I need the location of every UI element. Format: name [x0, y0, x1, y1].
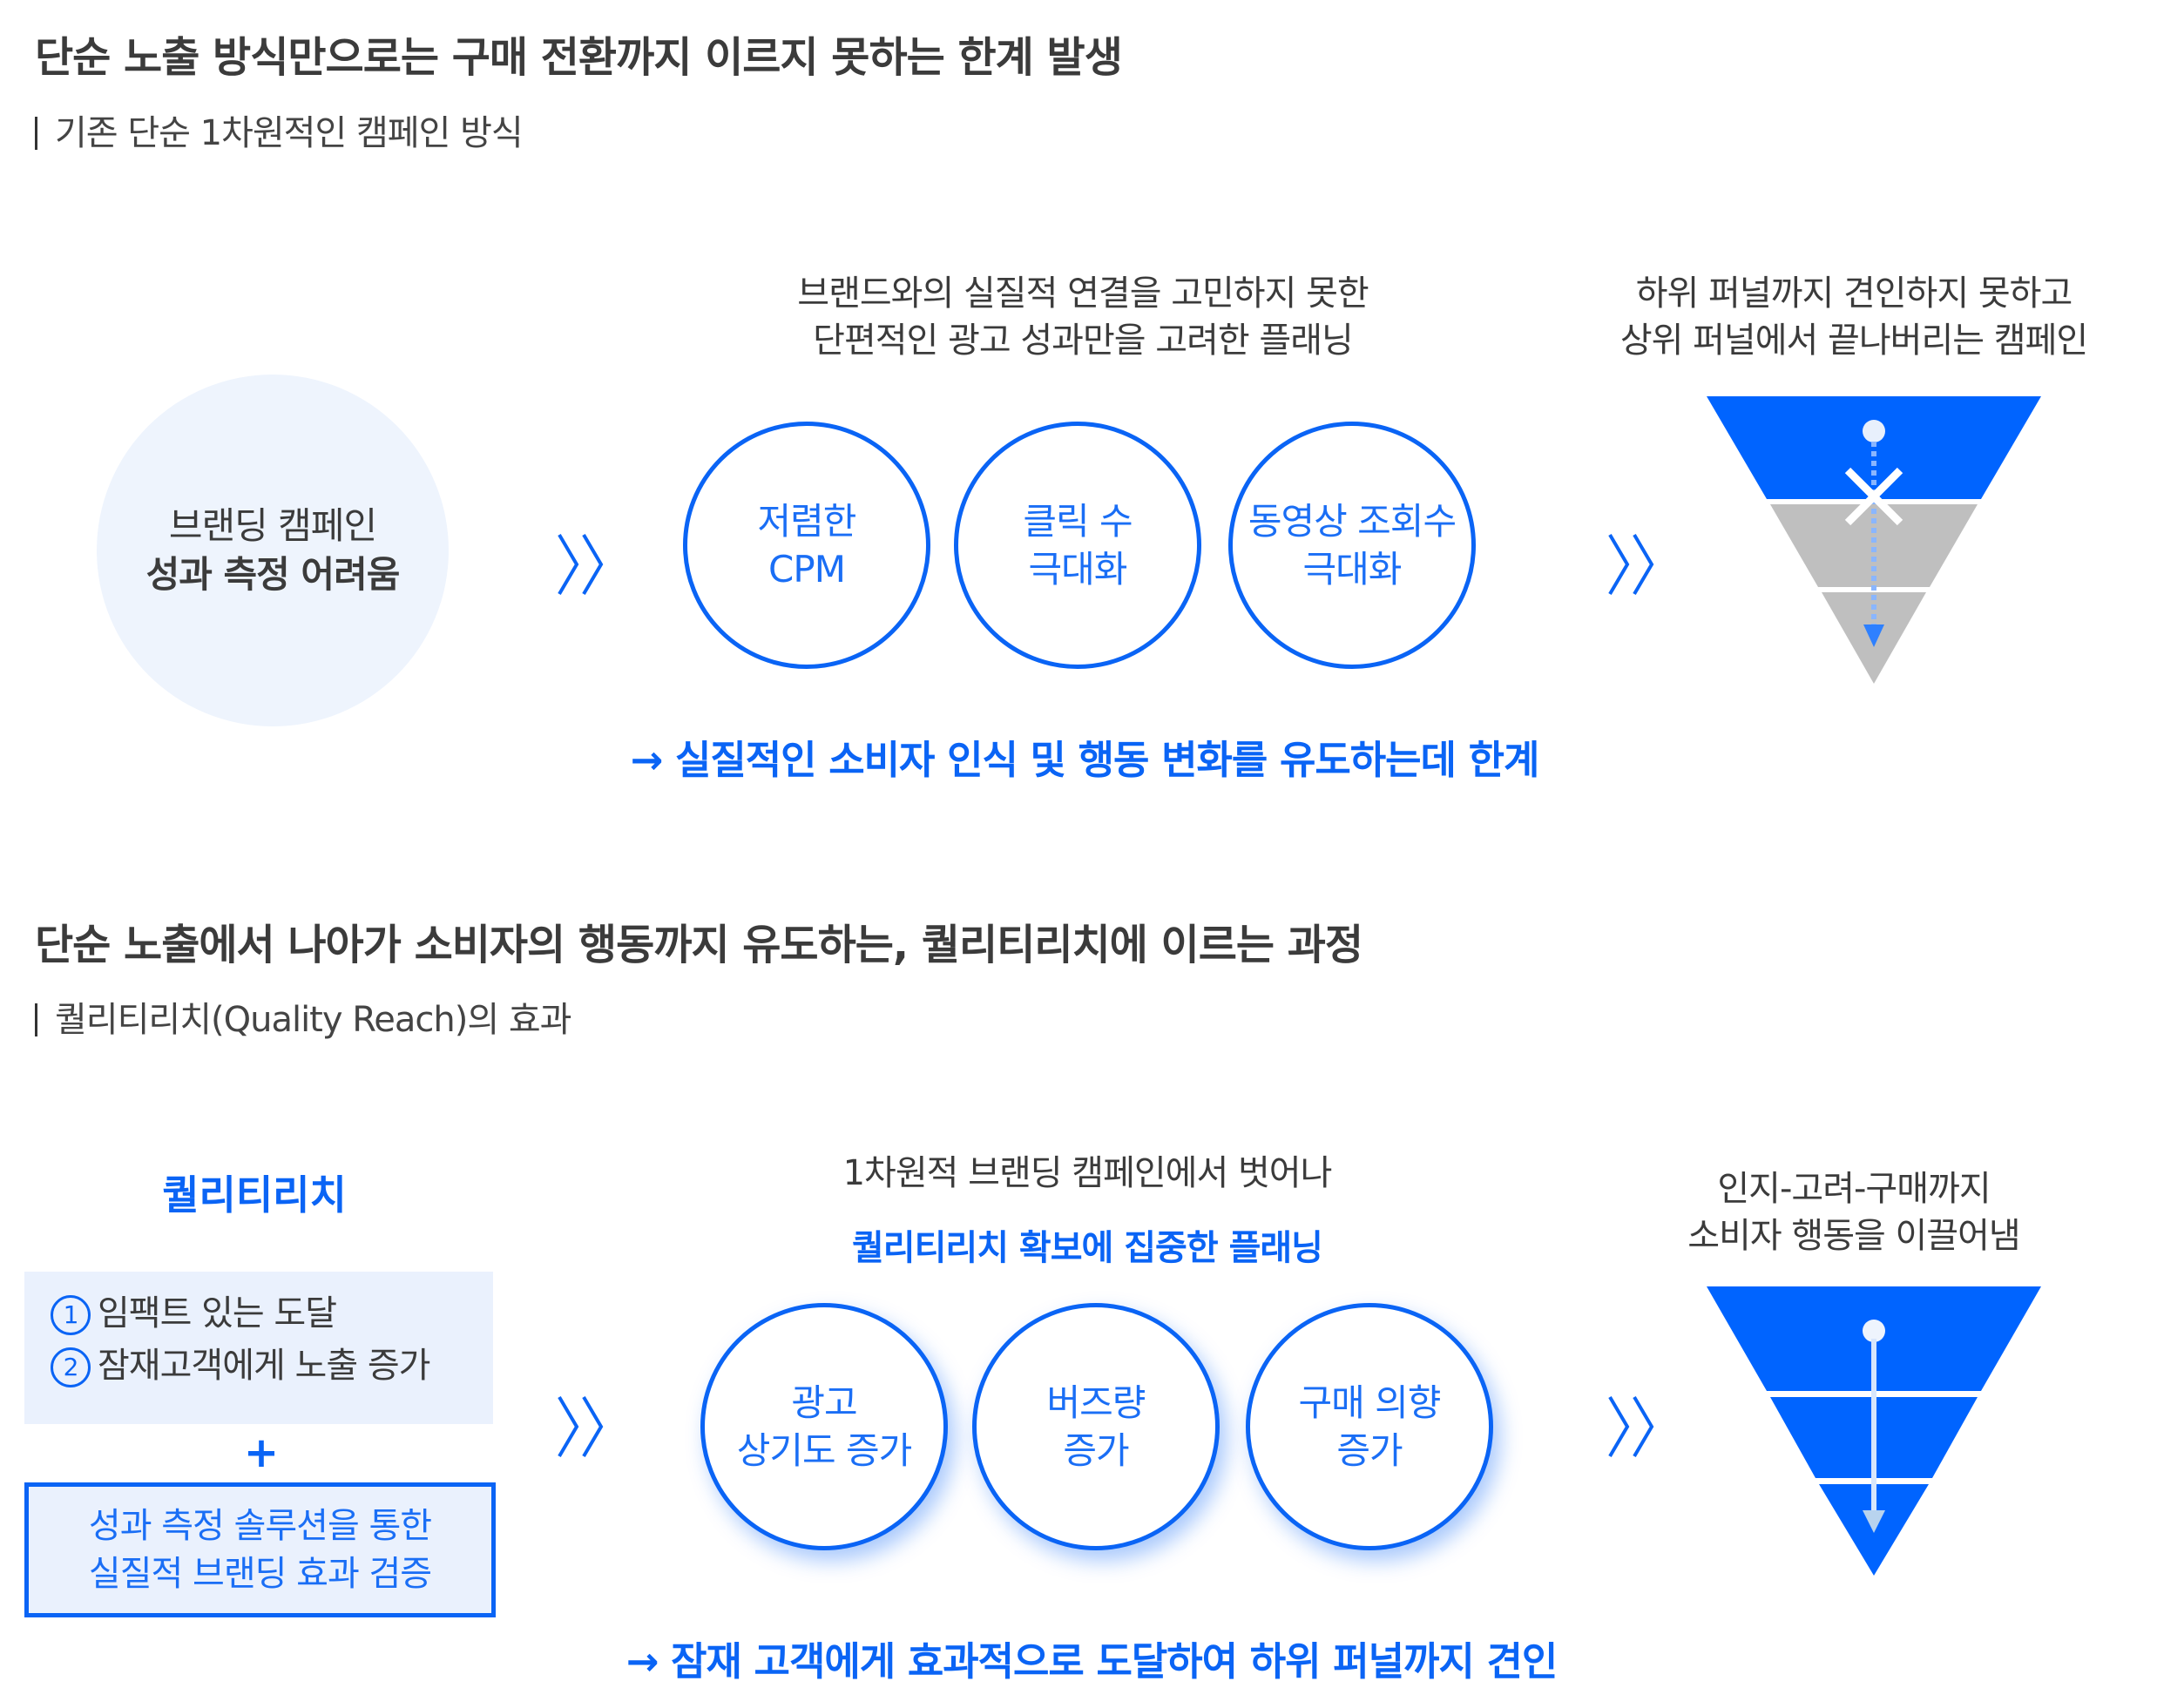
- plus-sign: +: [243, 1428, 280, 1477]
- circle-text: 극대화: [1028, 548, 1128, 591]
- section1-subtitle-text: 기존 단순 1차원적인 캠페인 방식: [55, 113, 524, 153]
- quality-reach-benefits-box: 1 임팩트 있는 도달 2 잠재고객에게 노출 증가: [24, 1272, 493, 1424]
- section2-center-caption: 1차원적 브랜딩 캠페인에서 벗어나 퀄리티리치 확보에 집중한 플래닝: [842, 1136, 1333, 1286]
- funnel-middle-tier: [1770, 504, 1978, 587]
- double-chevron-icon: [558, 1395, 604, 1458]
- caption-line: 소비자 행동을 이끌어냄: [1687, 1216, 2020, 1256]
- funnel-start-dot: [1863, 1320, 1885, 1342]
- circle-line: 브랜딩 캠페인: [168, 504, 377, 547]
- subtitle-bar: [35, 1003, 37, 1036]
- circle-text: 극대화: [1302, 548, 1403, 591]
- metric-circle: 저렴한 CPM: [683, 422, 930, 669]
- double-chevron-icon: [558, 533, 604, 596]
- number-badge: 1: [51, 1295, 91, 1335]
- benefit-text: 임팩트 있는 도달: [98, 1293, 337, 1333]
- circle-text: 구매 의향: [1298, 1381, 1442, 1424]
- caption-line: 브랜드와의 실질적 연결을 고민하지 못한: [797, 273, 1369, 314]
- section1-title: 단순 노출 방식만으로는 구매 전환까지 이르지 못하는 한계 발생: [35, 33, 1123, 82]
- caption-line: 인지-고려-구매까지: [1717, 1169, 1991, 1209]
- benefit-text: 잠재고객에게 노출 증가: [98, 1346, 430, 1386]
- caption-line: 하위 퍼널까지 견인하지 못하고: [1635, 273, 2073, 314]
- funnel-arrowhead: [1863, 624, 1884, 647]
- caption-line: 단편적인 광고 성과만을 고려한 플래닝: [813, 321, 1354, 361]
- quality-reach-label: 퀄리티리치: [162, 1171, 347, 1219]
- box-line: 성과 측정 솔루션을 통한: [88, 1505, 432, 1546]
- section1-right-caption: 하위 퍼널까지 견인하지 못하고 상위 퍼널에서 끝나버리는 캠페인: [1619, 270, 2088, 364]
- blocked-funnel: [1707, 396, 2041, 684]
- funnel-arrowhead: [1863, 1510, 1885, 1533]
- measurement-solution-box: 성과 측정 솔루션을 통한 실질적 브랜딩 효과 검증: [24, 1482, 496, 1617]
- funnel-start-dot: [1863, 420, 1885, 442]
- full-funnel: [1707, 1286, 2041, 1576]
- blocked-x-icon: [1844, 467, 1903, 526]
- caption-line: 1차원적 브랜딩 캠페인에서 벗어나: [842, 1153, 1333, 1193]
- double-chevron-icon: [1608, 1395, 1654, 1458]
- section2-right-caption: 인지-고려-구매까지 소비자 행동을 이끌어냄: [1687, 1165, 2020, 1259]
- benefit-item: 1 임팩트 있는 도달: [51, 1287, 493, 1340]
- section2-conclusion: → 잠재 고객에게 효과적으로 도달하여 하위 퍼널까지 견인: [625, 1638, 1559, 1684]
- circle-text: 클릭 수: [1023, 500, 1133, 543]
- section1-subtitle: 기존 단순 1차원적인 캠페인 방식: [35, 105, 524, 155]
- circle-text: 증가: [1063, 1429, 1129, 1472]
- circle-text: CPM: [768, 548, 846, 591]
- circle-text: 증가: [1336, 1429, 1403, 1472]
- section1-conclusion: → 실질적인 소비자 인식 및 행동 변화를 유도하는데 한계: [630, 737, 1540, 783]
- circle-line-bold: 성과 측정 어려움: [145, 553, 401, 596]
- section2-title: 단순 노출에서 나아가 소비자의 행동까지 유도하는, 퀄리티리치에 이르는 과…: [35, 921, 1363, 969]
- circle-text: 동영상 조회수: [1248, 500, 1457, 543]
- section2-subtitle-text: 퀄리티리치(Quality Reach)의 효과: [55, 1000, 571, 1040]
- subtitle-bar: [35, 117, 37, 150]
- branding-campaign-circle: 브랜딩 캠페인 성과 측정 어려움: [97, 375, 449, 726]
- benefit-item: 2 잠재고객에게 노출 증가: [51, 1340, 493, 1392]
- box-line: 실질적 브랜딩 효과 검증: [88, 1553, 432, 1594]
- circle-text: 상기도 증가: [736, 1429, 913, 1472]
- caption-line: 상위 퍼널에서 끝나버리는 캠페인: [1619, 321, 2088, 361]
- section1-center-caption: 브랜드와의 실질적 연결을 고민하지 못한 단편적인 광고 성과만을 고려한 플…: [797, 270, 1369, 364]
- caption-line-bold: 퀄리티리치 확보에 집중한 플래닝: [852, 1228, 1323, 1268]
- number-badge: 2: [51, 1347, 91, 1387]
- circle-text: 광고: [791, 1381, 857, 1424]
- section2-subtitle: 퀄리티리치(Quality Reach)의 효과: [35, 991, 571, 1042]
- double-chevron-icon: [1608, 533, 1654, 596]
- circle-text: 저렴한: [757, 500, 857, 543]
- funnel-top-tier: [1707, 396, 2041, 499]
- circle-text: 버즈량: [1046, 1381, 1146, 1424]
